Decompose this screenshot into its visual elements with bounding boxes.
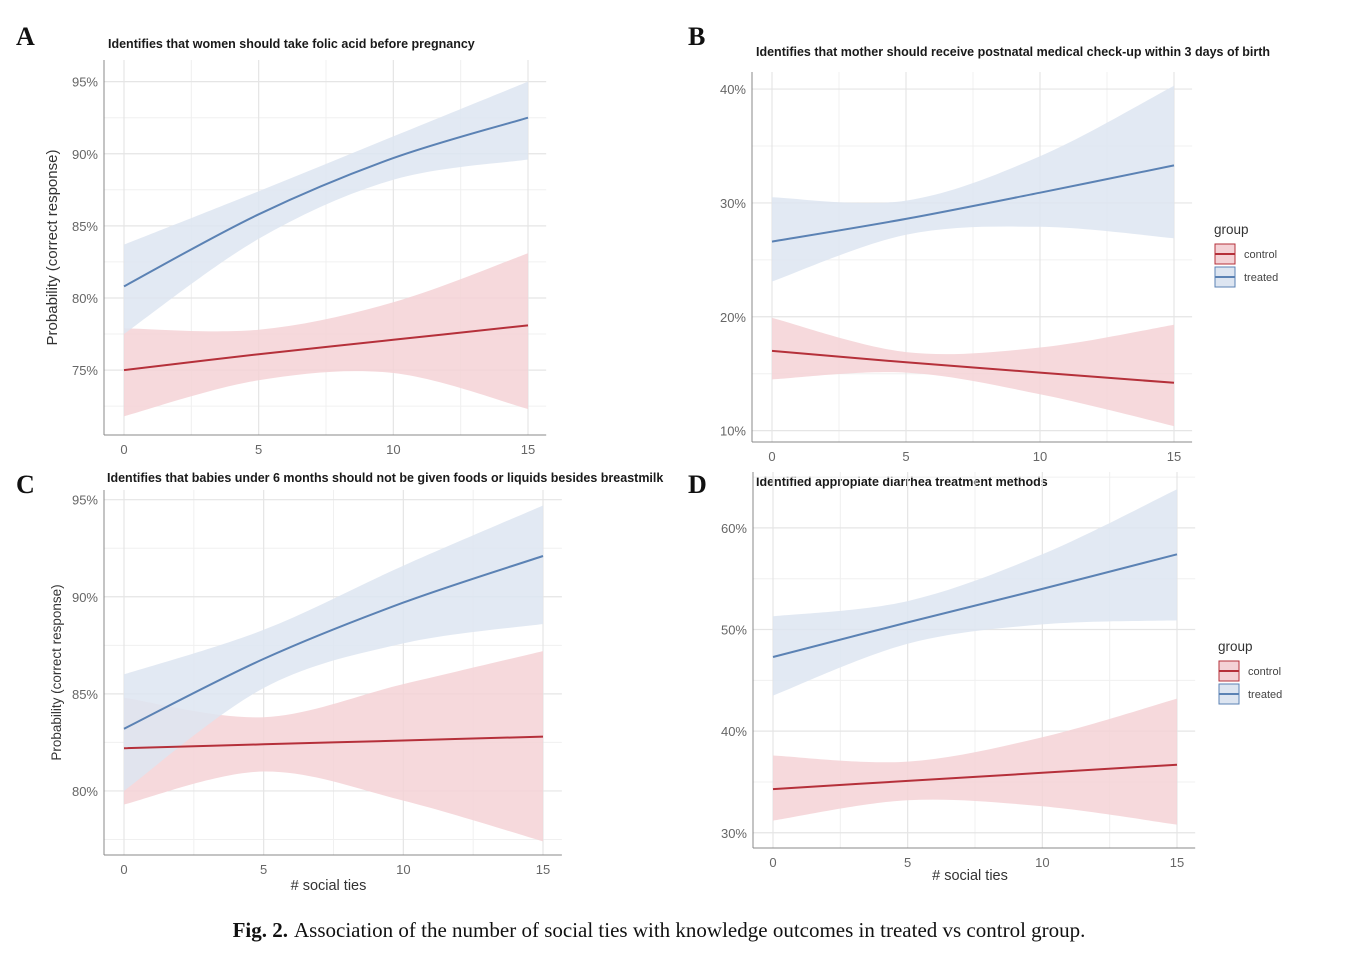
x-tick-label: 0 [120, 862, 127, 877]
confidence-band-treated [772, 85, 1174, 282]
confidence-band-treated [124, 505, 543, 791]
y-tick-label: 95% [72, 75, 98, 90]
y-tick-label: 40% [720, 82, 746, 97]
series-line-treated [771, 164, 1175, 243]
y-tick-label: 30% [721, 826, 747, 841]
y-tick-label: 80% [72, 291, 98, 306]
confidence-band-control [772, 317, 1174, 427]
x-tick-label: 15 [1167, 449, 1181, 464]
x-tick-label: 15 [1170, 855, 1184, 870]
y-tick-label: 40% [721, 724, 747, 739]
chart-title: Identifies that mother should receive po… [756, 45, 1270, 59]
panel-c: C Identifies that babies under 6 months s… [16, 470, 663, 894]
caption-text: Association of the number of social ties… [294, 918, 1086, 942]
series-line-control [123, 324, 529, 372]
series-line-treated [123, 555, 544, 730]
panel-letter: A [16, 22, 35, 51]
chart-title: Identifies that women should take folic … [108, 37, 475, 51]
x-tick-label: 10 [1033, 449, 1047, 464]
x-tick-label: 5 [260, 862, 267, 877]
x-axis-label: # social ties [932, 868, 1008, 884]
y-tick-label: 85% [72, 219, 98, 234]
legend: group control treated [1218, 639, 1282, 705]
y-tick-label: 95% [72, 493, 98, 508]
panel-b: B Identifies that mother should receive p… [688, 22, 1278, 464]
series-line-treated [772, 553, 1178, 658]
legend: group control treated [1214, 222, 1278, 288]
legend-label-treated: treated [1244, 272, 1278, 284]
x-tick-label: 5 [255, 442, 262, 457]
legend-label-control: control [1244, 249, 1277, 261]
y-tick-label: 85% [72, 687, 98, 702]
y-tick-label: 20% [720, 310, 746, 325]
chart-title: Identifies that babies under 6 months sh… [107, 471, 663, 485]
x-tick-label: 15 [521, 442, 535, 457]
y-tick-label: 75% [72, 363, 98, 378]
caption-label: Fig. 2. [232, 918, 288, 942]
y-tick-label: 90% [72, 590, 98, 605]
panel-letter: D [688, 470, 707, 499]
series-line-control [123, 735, 544, 750]
confidence-band-treated [124, 81, 528, 334]
x-tick-label: 10 [396, 862, 410, 877]
series-line-control [771, 349, 1175, 384]
panel-a: A Identifies that women should take folic… [16, 22, 547, 457]
x-tick-label: 10 [386, 442, 400, 457]
legend-title: group [1214, 222, 1249, 237]
legend-label-control: control [1248, 666, 1281, 678]
x-tick-label: 0 [120, 442, 127, 457]
y-tick-label: 30% [720, 196, 746, 211]
x-tick-label: 5 [904, 855, 911, 870]
confidence-band-control [773, 698, 1177, 825]
y-tick-label: 50% [721, 623, 747, 638]
panel-d: D Identified appropiate diarrhea treatmen… [688, 470, 1282, 884]
x-tick-label: 15 [536, 862, 550, 877]
y-tick-label: 10% [720, 424, 746, 439]
y-tick-label: 80% [72, 784, 98, 799]
y-axis-label: Probability (correct response) [44, 150, 61, 346]
series-line-control [772, 763, 1178, 791]
panel-letter: C [16, 470, 35, 499]
y-axis-label: Probability (correct response) [49, 584, 64, 760]
x-tick-label: 10 [1035, 855, 1049, 870]
series-line-treated [123, 116, 529, 288]
confidence-band-control [124, 651, 543, 842]
panel-letter: B [688, 22, 705, 51]
x-tick-label: 5 [902, 449, 909, 464]
y-tick-label: 90% [72, 147, 98, 162]
confidence-band-treated [773, 489, 1177, 696]
legend-label-treated: treated [1248, 689, 1282, 701]
x-tick-label: 0 [769, 855, 776, 870]
x-axis-label: # social ties [291, 878, 367, 894]
y-tick-label: 60% [721, 521, 747, 536]
legend-title: group [1218, 639, 1253, 654]
confidence-band-control [124, 253, 528, 417]
figure-caption: Fig. 2. Association of the number of soci… [0, 918, 1318, 943]
x-tick-label: 0 [768, 449, 775, 464]
